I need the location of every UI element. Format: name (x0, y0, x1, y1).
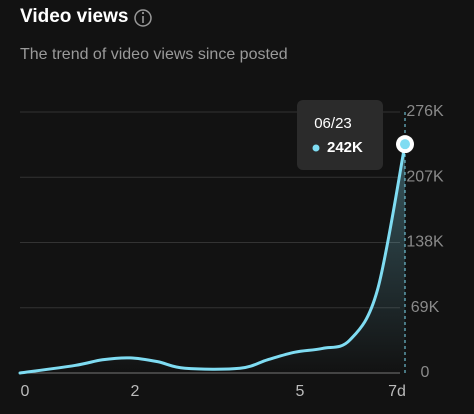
chart-subtitle: The trend of video views since posted (20, 46, 288, 63)
chart-title: Video views (20, 6, 128, 27)
area (20, 144, 405, 373)
x-tick-label: 5 (296, 383, 305, 400)
x-tick-label: 0 (21, 383, 30, 400)
hover-marker-inner (400, 139, 410, 150)
tooltip-value: 242K (327, 139, 363, 156)
line (18, 142, 407, 375)
y-tick-label: 207K (406, 168, 444, 185)
tooltip (297, 100, 383, 170)
y-tick-label: 0 (421, 364, 430, 381)
y-tick-label: 138K (406, 234, 444, 251)
y-tick-label: 69K (411, 299, 440, 316)
x-tick-label: 2 (131, 383, 140, 400)
tooltip-dot (312, 144, 320, 152)
x-tick-label: 7d (388, 383, 406, 400)
tooltip-date: 06/23 (314, 115, 352, 132)
info-icon[interactable] (134, 9, 152, 27)
y-tick-label: 276K (406, 103, 444, 120)
